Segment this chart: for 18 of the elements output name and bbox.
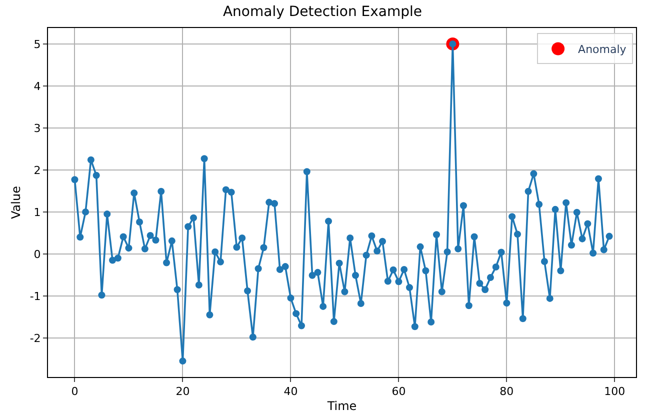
x-tick-label: 40	[284, 385, 298, 398]
y-tick-label: 4	[34, 80, 41, 93]
y-tick-label: 1	[34, 206, 41, 219]
x-axis-title: Time	[326, 399, 357, 414]
y-tick-label: 3	[34, 122, 41, 135]
y-axis-title: Value	[9, 186, 24, 219]
x-tick-label: 60	[392, 385, 406, 398]
x-tick-label: 20	[176, 385, 190, 398]
x-tick-label: 0	[71, 385, 78, 398]
y-tick-label: -1	[30, 290, 41, 303]
y-tick-label: 5	[34, 38, 41, 51]
legend-label: Anomaly	[578, 43, 627, 56]
y-tick-label: -2	[30, 332, 41, 345]
chart-title: Anomaly Detection Example	[222, 4, 422, 20]
y-tick-label: 2	[34, 164, 41, 177]
x-tick-label: 80	[500, 385, 514, 398]
x-tick-label: 100	[604, 385, 626, 398]
y-tick-label: 0	[34, 248, 41, 261]
